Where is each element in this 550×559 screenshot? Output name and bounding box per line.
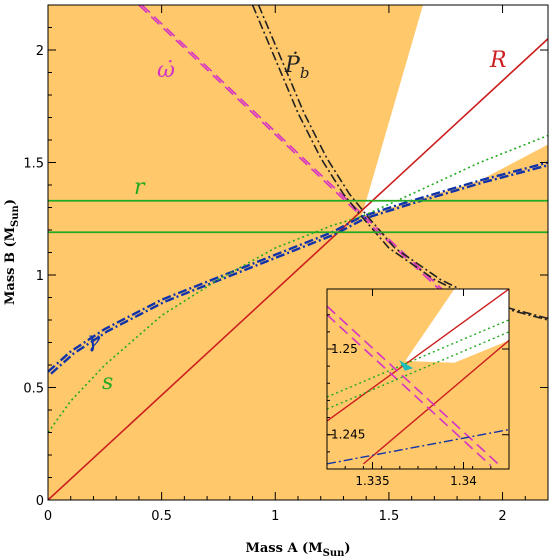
- x-tick-label: 0.5: [151, 509, 172, 524]
- inset-axes: 1.335 1.34 1.245 1.25: [327, 289, 509, 488]
- y-tick-label: 0: [36, 494, 44, 509]
- label-pbdot: Ṗb: [284, 51, 309, 82]
- constraint-curves: [48, 5, 548, 500]
- inset-curve-omegadot: [327, 305, 501, 467]
- label-s: s: [102, 370, 113, 395]
- y-tick-label: 2: [36, 44, 44, 59]
- allowed-wedge: [361, 5, 548, 217]
- x-tick-label: 1.5: [379, 509, 400, 524]
- inset-x-tick-label: 1.34: [450, 474, 477, 488]
- inset-constraint-curves: [327, 289, 509, 467]
- y-axis-title: Mass B (MSun): [3, 199, 21, 305]
- label-r-shapiro: r: [134, 175, 146, 200]
- inset-plot-area: [327, 289, 509, 469]
- label-omegadot: ω̇: [157, 58, 175, 83]
- inset-y-tick-label: 1.25: [331, 342, 358, 356]
- solution-marker: [399, 360, 414, 371]
- main-axes: 0 0.5 1 1.5 2 0 0.5 1 1.5 2: [23, 5, 548, 524]
- x-tick-label: 2: [498, 509, 506, 524]
- inset-y-tick-label: 1.245: [331, 428, 365, 442]
- inset-curve-omegadot-bound: [327, 314, 492, 467]
- inset-curve-gamma: [327, 428, 509, 465]
- curve-s: [48, 134, 548, 433]
- x-axis-title: Mass A (MSun): [245, 541, 350, 559]
- x-tick-label: 1: [271, 509, 279, 524]
- main-plot-area: [48, 5, 548, 500]
- inset-curve-r-lower: [362, 339, 509, 465]
- y-tick-label: 1: [36, 269, 44, 284]
- label-r-curve: R: [489, 48, 507, 73]
- x-tick-label: 0: [44, 509, 52, 524]
- inset-curve-r-upper: [327, 289, 509, 422]
- y-tick-label: 0.5: [23, 382, 44, 397]
- inset-x-tick-label: 1.335: [355, 474, 389, 488]
- curve-gamma-bound: [50, 164, 548, 375]
- y-tick-label: 1.5: [23, 157, 44, 172]
- curve-gamma: [48, 161, 548, 373]
- label-gamma: γ: [87, 328, 101, 353]
- curve-r: [48, 38, 548, 500]
